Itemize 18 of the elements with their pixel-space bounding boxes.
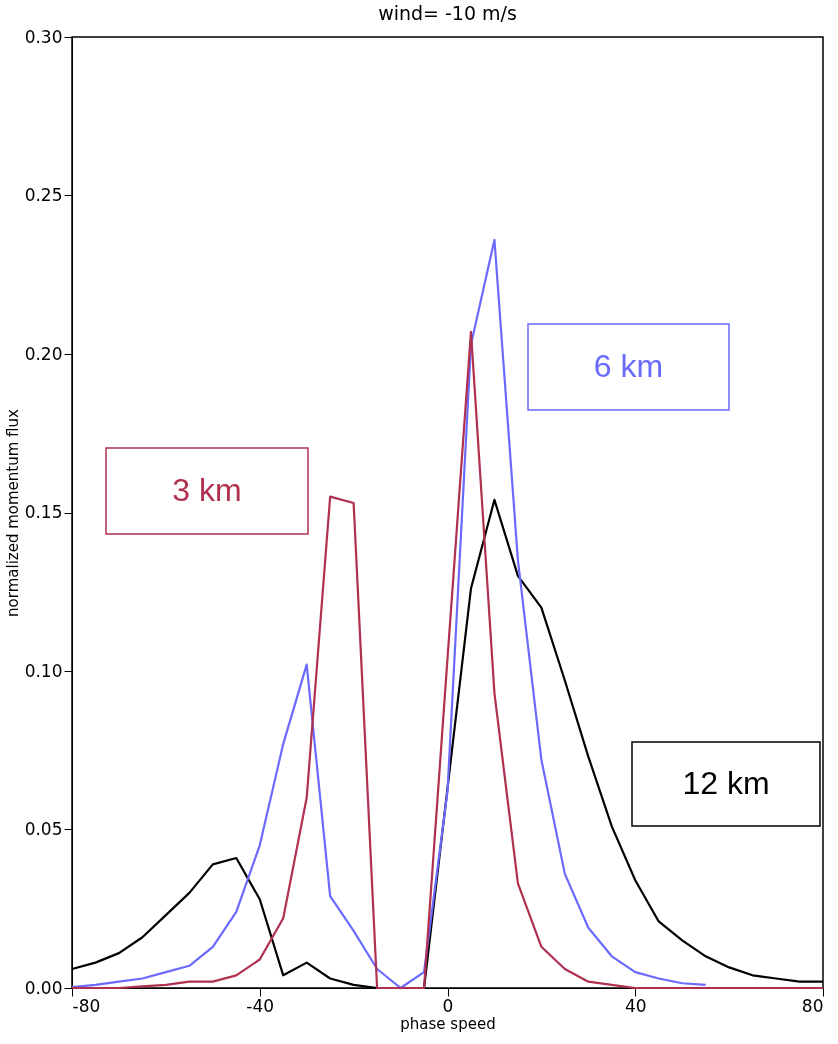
y-tick-label: 0.10	[24, 660, 63, 681]
y-tick-label: 0.05	[24, 819, 63, 839]
chart-title: wind= -10 m/s	[378, 2, 517, 24]
y-tick-label: 0.30	[24, 26, 63, 47]
x-axis-title: phase speed	[400, 1014, 496, 1033]
x-tick-label: 80	[801, 995, 824, 1016]
x-tick-label: 0	[442, 995, 454, 1016]
text: 12 km	[682, 765, 770, 801]
x-tick-label: 40	[624, 995, 647, 1016]
text: 3 km	[172, 472, 242, 508]
x-tick-label: -80	[72, 995, 101, 1016]
text: 6 km	[593, 348, 664, 384]
y-tick-label: 0.00	[24, 977, 63, 998]
y-axis-title: normalized momentum flux	[3, 408, 22, 617]
y-tick-label: 0.25	[24, 185, 63, 205]
x-tick-label: -40	[246, 995, 275, 1016]
y-tick-label: 0.20	[24, 343, 63, 364]
y-tick-label: 0.15	[24, 502, 63, 522]
